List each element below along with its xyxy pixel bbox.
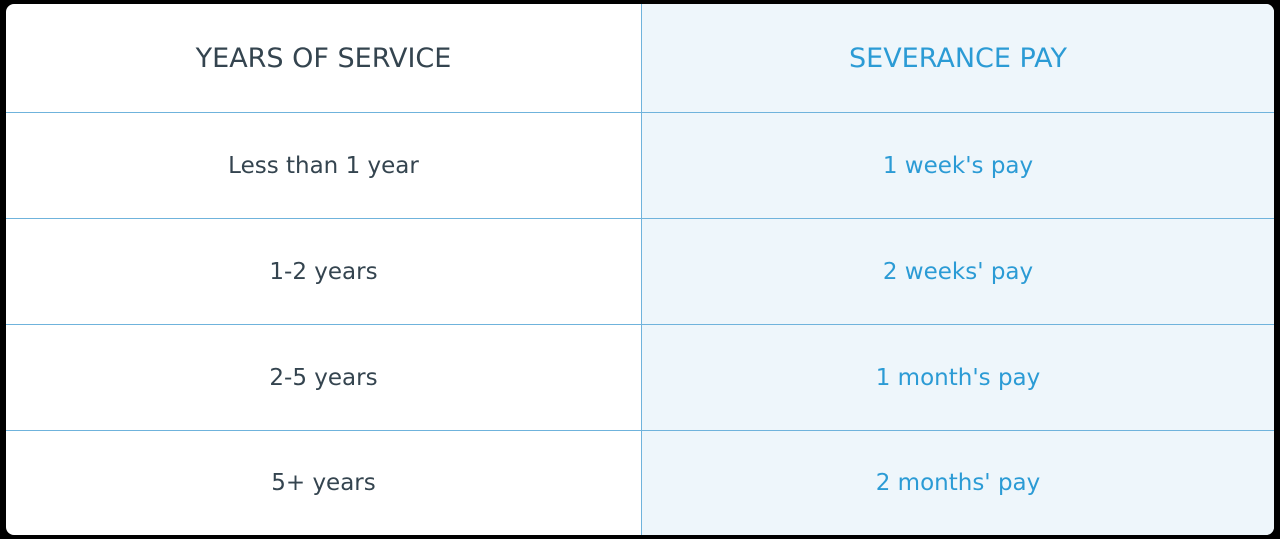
table-cell: 5+ years — [6, 430, 642, 535]
table-row: 1-2 years 2 weeks' pay — [6, 218, 1274, 325]
severance-table-card: YEARS OF SERVICE SEVERANCE PAY Less than… — [6, 4, 1274, 535]
header-cell: SEVERANCE PAY — [641, 4, 1274, 113]
table-cell: 2 weeks' pay — [641, 218, 1274, 325]
table-cell: Less than 1 year — [6, 111, 642, 219]
header-row: YEARS OF SERVICE SEVERANCE PAY — [6, 4, 1274, 113]
table-cell: 1 month's pay — [641, 324, 1274, 431]
table-row: 2-5 years 1 month's pay — [6, 324, 1274, 431]
header-cell: YEARS OF SERVICE — [6, 4, 642, 113]
table-cell: 1-2 years — [6, 218, 642, 325]
table-row: 5+ years 2 months' pay — [6, 430, 1274, 535]
severance-table: YEARS OF SERVICE SEVERANCE PAY Less than… — [6, 4, 1274, 535]
table-row: Less than 1 year 1 week's pay — [6, 111, 1274, 219]
table-cell: 1 week's pay — [641, 111, 1274, 219]
table-cell: 2-5 years — [6, 324, 642, 431]
table-cell: 2 months' pay — [641, 430, 1274, 535]
